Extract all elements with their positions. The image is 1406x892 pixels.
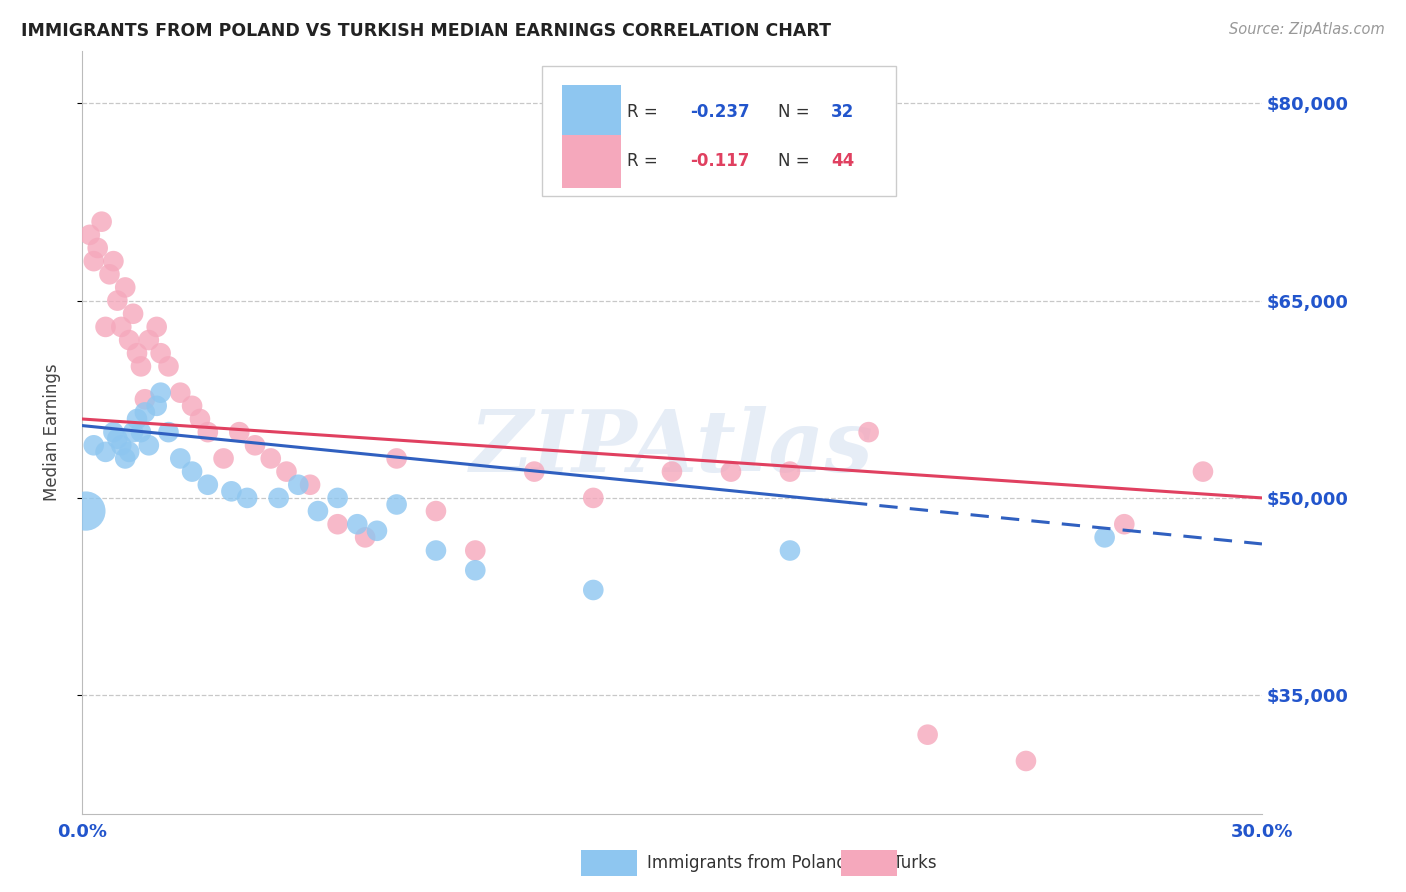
Point	[125, 346, 148, 360]
Point	[114, 280, 136, 294]
Point	[464, 563, 486, 577]
Point	[149, 385, 172, 400]
FancyBboxPatch shape	[543, 66, 896, 195]
Text: N =: N =	[778, 103, 815, 120]
Point	[425, 543, 447, 558]
Point	[197, 425, 219, 439]
Point	[243, 438, 266, 452]
Point	[1094, 530, 1116, 544]
Point	[1192, 465, 1215, 479]
Point	[464, 543, 486, 558]
Point	[287, 477, 309, 491]
Point	[105, 293, 128, 308]
Point	[138, 438, 160, 452]
Point	[103, 254, 125, 268]
Point	[181, 399, 204, 413]
Point	[169, 385, 191, 400]
Text: 44: 44	[831, 153, 855, 170]
Point	[917, 728, 939, 742]
FancyBboxPatch shape	[562, 135, 621, 188]
Point	[212, 451, 235, 466]
Point	[83, 438, 105, 452]
Point	[299, 477, 322, 491]
Point	[228, 425, 250, 439]
Point	[94, 319, 117, 334]
Point	[122, 425, 145, 439]
Point	[75, 504, 97, 518]
Point	[134, 392, 156, 407]
Text: -0.117: -0.117	[690, 153, 749, 170]
Point	[1114, 517, 1136, 532]
Point	[1015, 754, 1038, 768]
Text: IMMIGRANTS FROM POLAND VS TURKISH MEDIAN EARNINGS CORRELATION CHART: IMMIGRANTS FROM POLAND VS TURKISH MEDIAN…	[21, 22, 831, 40]
Point	[129, 425, 152, 439]
Point	[366, 524, 388, 538]
Point	[326, 517, 349, 532]
Point	[86, 241, 108, 255]
Point	[134, 405, 156, 419]
Point	[105, 432, 128, 446]
Point	[118, 333, 141, 347]
Point	[425, 504, 447, 518]
Point	[307, 504, 329, 518]
Point	[125, 412, 148, 426]
Point	[720, 465, 742, 479]
Point	[145, 319, 167, 334]
Point	[157, 425, 180, 439]
Point	[94, 445, 117, 459]
Y-axis label: Median Earnings: Median Earnings	[44, 363, 60, 501]
Point	[523, 465, 546, 479]
Point	[385, 498, 408, 512]
Text: Turks: Turks	[893, 855, 936, 872]
Point	[221, 484, 243, 499]
Point	[83, 254, 105, 268]
Text: Source: ZipAtlas.com: Source: ZipAtlas.com	[1229, 22, 1385, 37]
Point	[197, 477, 219, 491]
Point	[98, 268, 121, 282]
Point	[118, 445, 141, 459]
Point	[122, 307, 145, 321]
Point	[110, 438, 132, 452]
Point	[346, 517, 368, 532]
Point	[149, 346, 172, 360]
Point	[110, 319, 132, 334]
Point	[236, 491, 259, 505]
Point	[582, 491, 605, 505]
Point	[779, 543, 801, 558]
Point	[114, 451, 136, 466]
FancyBboxPatch shape	[562, 85, 621, 138]
Point	[858, 425, 880, 439]
Text: -0.237: -0.237	[690, 103, 749, 120]
Point	[145, 399, 167, 413]
Point	[276, 465, 298, 479]
Point	[79, 227, 101, 242]
Point	[582, 582, 605, 597]
Point	[138, 333, 160, 347]
Point	[169, 451, 191, 466]
Point	[354, 530, 377, 544]
Point	[267, 491, 290, 505]
Text: ZIPAtlas: ZIPAtlas	[470, 406, 875, 489]
Point	[326, 491, 349, 505]
Text: Immigrants from Poland: Immigrants from Poland	[647, 855, 846, 872]
Point	[157, 359, 180, 374]
Point	[103, 425, 125, 439]
Point	[779, 465, 801, 479]
Point	[181, 465, 204, 479]
Point	[90, 215, 112, 229]
Point	[188, 412, 211, 426]
Point	[129, 359, 152, 374]
Point	[661, 465, 683, 479]
Text: R =: R =	[627, 153, 668, 170]
Point	[385, 451, 408, 466]
Text: R =: R =	[627, 103, 664, 120]
Point	[260, 451, 283, 466]
Text: N =: N =	[778, 153, 815, 170]
Text: 32: 32	[831, 103, 855, 120]
